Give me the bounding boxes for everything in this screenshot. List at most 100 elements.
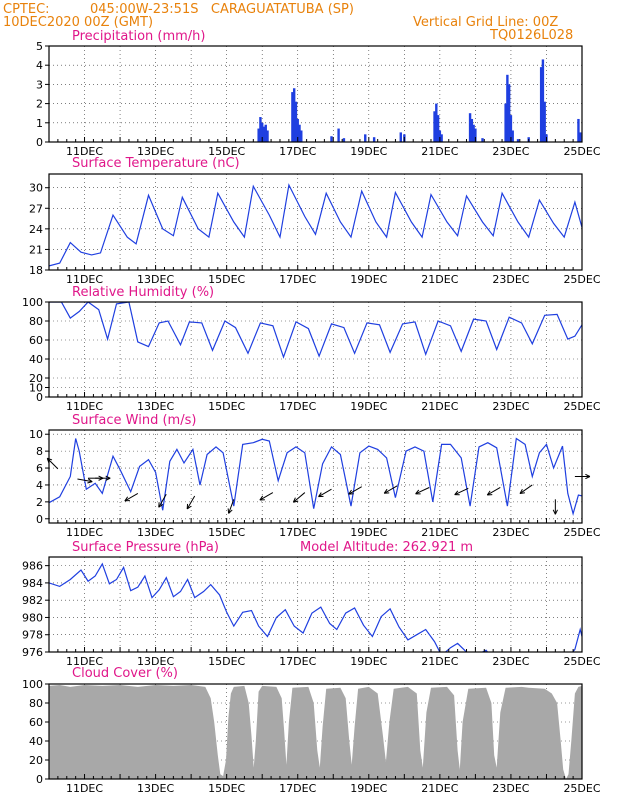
pres-xtick-label: 23DEC [492,655,529,668]
precip-bar [337,128,340,142]
wind-xtick-label: 11DEC [66,526,103,539]
precip-xtick-label: 15DEC [208,145,245,158]
cloud-ytick-label: 60 [29,716,43,729]
wind-arrow-head [124,496,129,502]
wind-arrow-head [585,476,591,480]
rh-xtick-label: 19DEC [350,400,387,413]
precip-bar [506,74,509,142]
wind-arrow-head [552,509,556,515]
rh-ytick-label: 80 [29,315,43,328]
wind-arrow-shaft [124,492,139,502]
wind-arrow-head [383,488,388,494]
precip-bar [364,134,367,142]
precip-bar [577,118,580,142]
wind-arrow-shaft [415,487,430,495]
cloud-ytick-label: 40 [29,735,43,748]
precip-bar [372,137,376,142]
cloud-xtick-label: 11DEC [66,782,103,795]
precip-bar [468,113,472,142]
pres-xtick-label: 11DEC [66,655,103,668]
wind-arrow-shaft [293,492,306,503]
wind-ytick-label: 0 [36,513,43,526]
wind-arrow-head [186,505,192,510]
cloud-ytick-label: 20 [29,754,43,767]
cloud-xtick-label: 23DEC [492,782,529,795]
wind-arrow-shaft [259,492,274,501]
precip-bar [298,124,301,142]
wind-arrow-shaft [158,494,167,508]
pres-xtick-label: 13DEC [137,655,174,668]
wind-ytick-label: 4 [36,479,43,492]
temp-frame [48,173,583,271]
rh-xtick-label: 23DEC [492,400,529,413]
temp-title: Surface Temperature (nC) [72,156,240,171]
precip-ytick-label: 0 [36,136,43,149]
precip-bar [541,59,545,142]
rh-ytick-label: 0 [36,391,43,404]
pres-ytick-label: 984 [22,577,43,590]
precip-bar [435,103,438,142]
temp-xtick-label: 21DEC [421,273,458,286]
rh-xtick-label: 25DEC [563,400,600,413]
pres-ytick-label: 976 [22,646,43,659]
precip-bar [539,67,543,142]
wind-arrow-head [105,477,111,481]
pres-ytick-label: 980 [22,611,43,624]
wind-arrow-shaft [454,487,469,496]
cloud-xtick-label: 19DEC [350,782,387,795]
temp-xtick-label: 19DEC [350,273,387,286]
pres-ytick-label: 986 [22,560,43,573]
precip-ytick-label: 4 [36,59,43,72]
wind-arrow-head [259,495,264,501]
wind-xtick-label: 23DEC [492,526,529,539]
cloud-ytick-label: 0 [36,773,43,786]
wind-arrow-head [87,481,93,484]
precip-bar [292,88,296,142]
precip-bar [516,139,520,142]
wind-title: Surface Wind (m/s) [72,413,197,428]
precip-ytick-label: 3 [36,78,43,91]
wind-series-line [49,437,582,516]
precip-title: Precipitation (mm/h) [72,29,206,44]
precip-bar [296,118,299,142]
precip-frame [48,45,583,143]
rh-xtick-label: 13DEC [137,400,174,413]
temp-ytick-label: 30 [29,182,43,195]
pres-title: Surface Pressure (hPa) [72,540,219,555]
temp-ytick-label: 18 [29,264,43,277]
pres-frame [48,556,583,653]
temp-xtick-label: 11DEC [66,273,103,286]
precip-bar [504,103,507,142]
precip-bar [438,130,442,142]
wind-arrow-head [227,508,230,514]
wind-ytick-label: 10 [29,428,43,441]
rh-ytick-label: 100 [22,296,43,309]
cloud-xtick-label: 15DEC [208,782,245,795]
cloud-ytick-label: 100 [22,678,43,691]
precip-bar [342,138,346,142]
precip-bar [264,124,267,142]
cloud-area [49,685,582,779]
rh-title: Relative Humidity (%) [72,285,215,300]
precip-bar [294,101,298,142]
wind-arrow-shaft [77,478,93,483]
wind-arrow-head [318,492,322,497]
wind-arrow-head [454,490,459,495]
wind-arrow-head [87,478,93,483]
wind-ytick-label: 6 [36,462,43,475]
wind-arrow-head [47,457,53,461]
wind-arrow-head [348,489,352,495]
precip-bar [474,128,477,142]
precip-bar [436,115,440,142]
rh-ytick-label: 20 [29,372,43,385]
precip-bar [259,117,262,142]
rh-ytick-label: 40 [29,353,43,366]
pres-ytick-label: 982 [22,594,43,607]
header-model-code: TQ0126L028 [490,28,574,43]
precip-ytick-label: 1 [36,117,43,130]
wind-arrow-shaft [519,484,533,494]
precip-bar [257,128,260,142]
header-source: CPTEC: [3,2,50,17]
rh-xtick-label: 21DEC [421,400,458,413]
